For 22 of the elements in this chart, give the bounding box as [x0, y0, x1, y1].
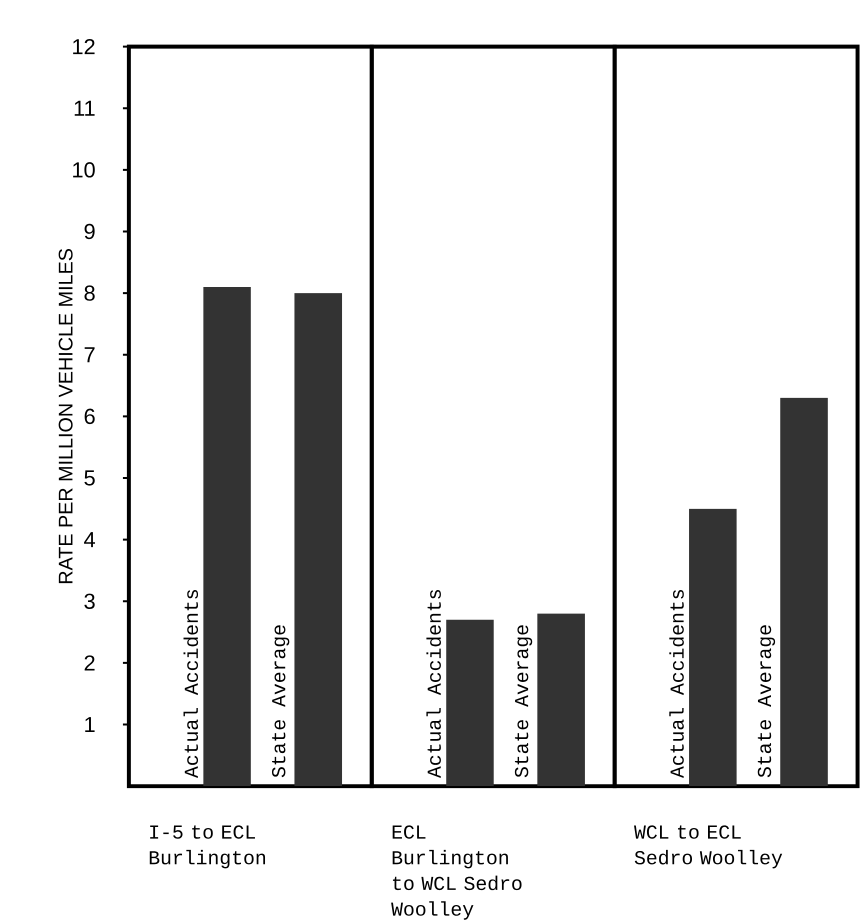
x-tick-label: Actual Accidents [669, 590, 684, 778]
x-axis-title: WCL to ECL Sedro Woolley [634, 825, 782, 868]
x-axis-title: ECL Burlington to WCL Sedro Woolley [390, 825, 522, 920]
x-tick-label: State Average [272, 625, 290, 778]
x-tick-label: State Average [514, 625, 532, 778]
y-axis-title: RATE PER MILLION VEHICLE MILES [58, 248, 72, 584]
x-tick-label: Actual Accidents [183, 590, 198, 778]
y-tick-label: 9 [84, 224, 94, 240]
y-tick-label: 5 [84, 470, 94, 486]
y-tick-label: 11 [74, 100, 94, 116]
y-tick-label: 2 [84, 655, 94, 670]
x-axis-title: I-5 to ECL Burlington [150, 825, 265, 868]
y-tick-label: 1 [84, 717, 94, 732]
y-tick-label: 10 [72, 162, 95, 178]
y-tick-label: 4 [84, 532, 95, 548]
y-tick-label: 12 [72, 38, 94, 54]
y-tick-label: 6 [84, 408, 94, 424]
x-tick-label: State Average [758, 625, 775, 778]
y-tick-label: 3 [84, 594, 94, 609]
y-tick-label: 7 [84, 347, 94, 362]
x-tick-label: Actual Accidents [426, 590, 441, 778]
y-tick-label: 8 [84, 285, 94, 301]
